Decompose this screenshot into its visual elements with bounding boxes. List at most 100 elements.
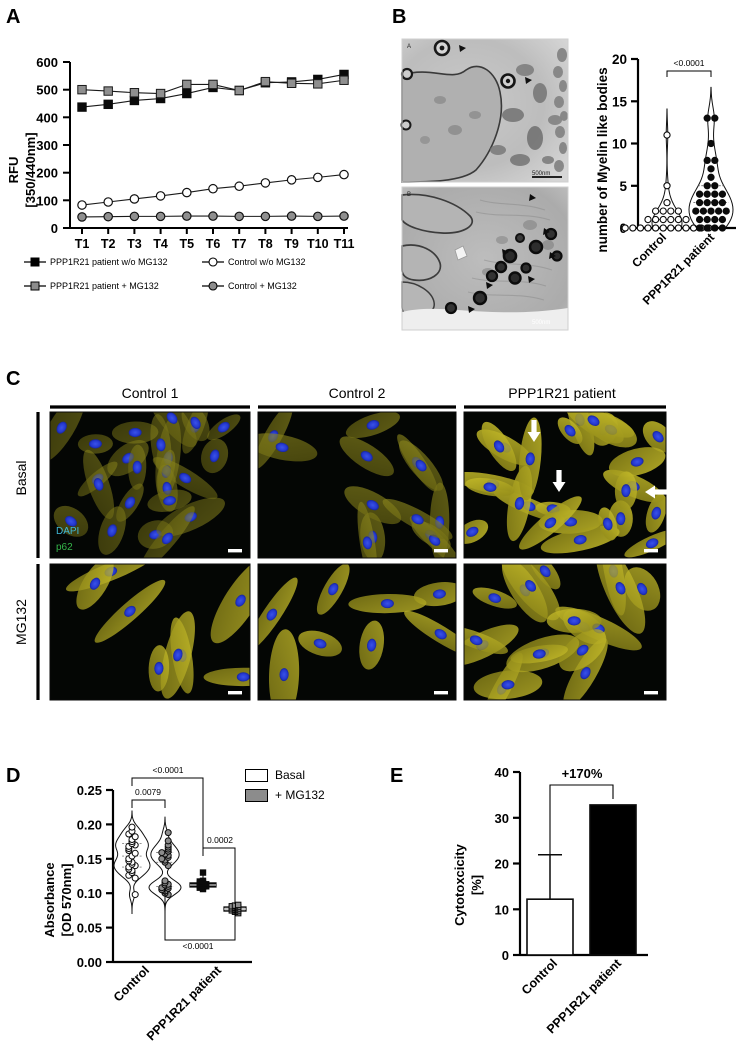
myelin-body xyxy=(400,67,414,81)
data-point xyxy=(711,198,719,207)
panel-a-chart: RFU [350/440nm] 600 500 400 300 200 100 xyxy=(6,55,355,251)
em-tag-b: B xyxy=(407,192,411,198)
data-point xyxy=(131,891,139,899)
panel-a-point xyxy=(313,79,323,89)
cell-nucleus xyxy=(525,580,537,592)
panel-a-series-1 xyxy=(77,75,349,99)
data-point xyxy=(131,849,139,857)
data-point xyxy=(164,829,172,837)
data-point xyxy=(651,207,660,215)
legend-marker-open-circle xyxy=(202,257,224,267)
cell-nucleus xyxy=(275,442,289,453)
data-point xyxy=(718,215,727,224)
data-point xyxy=(651,224,660,232)
legend-label-1: Control w/o MG132 xyxy=(228,257,306,267)
channel-label-p62: p62 xyxy=(56,542,73,553)
panel-e-bar-1 xyxy=(589,804,637,956)
panel-c-row-label-0: Basal xyxy=(13,460,29,495)
panel-b-significance: <0.0001 xyxy=(666,58,712,77)
cell-nucleus xyxy=(544,517,557,529)
panel-a-xtick-4: T5 xyxy=(180,237,195,251)
panel-d-legend-label-1: + MG132 xyxy=(275,788,325,802)
cell-nucleus xyxy=(190,416,201,429)
data-point xyxy=(659,215,667,224)
cell-nucleus xyxy=(179,472,192,484)
ytick-100: 100 xyxy=(36,193,58,208)
e-ytick-20: 20 xyxy=(495,857,509,872)
panel-a-point xyxy=(286,211,297,221)
panel-a-xtick-10: T11 xyxy=(334,237,355,251)
cell-nucleus xyxy=(630,457,644,467)
panel-d-yticks: 0.25 0.20 0.15 0.10 0.05 0.00 xyxy=(77,783,113,970)
scale-bar xyxy=(228,549,242,553)
panel-b-yticks: 20 15 10 5 0 xyxy=(612,52,638,236)
panel-c-micrograph-r1-c1 xyxy=(257,563,457,701)
panel-letter-c: C xyxy=(6,368,21,390)
data-point xyxy=(644,215,652,224)
panel-d-legend-label-0: Basal xyxy=(275,768,306,782)
cell-nucleus xyxy=(432,589,446,599)
myelin-body xyxy=(500,73,516,89)
panel-b: A 500nm xyxy=(380,20,749,331)
data-point xyxy=(711,114,719,122)
scale-bar xyxy=(228,691,242,695)
data-point xyxy=(674,215,683,224)
data-point xyxy=(659,207,667,215)
cell-nucleus xyxy=(366,420,380,430)
white-arrow-icon xyxy=(645,485,667,499)
panel-a-point xyxy=(77,102,87,112)
data-point xyxy=(703,215,711,224)
scale-bar xyxy=(434,691,448,695)
data-point xyxy=(718,198,727,207)
ytick-200: 200 xyxy=(36,166,58,181)
data-point xyxy=(651,215,660,224)
cell-nucleus xyxy=(124,605,136,617)
panel-d-sig-bottom: <0.0001 xyxy=(164,889,236,951)
cell-nucleus xyxy=(366,500,379,511)
panel-a-point xyxy=(286,78,297,89)
panel-c-col-header-1: Control 2 xyxy=(329,385,386,401)
panel-a-xtick-2: T3 xyxy=(127,237,142,251)
panel-a-point xyxy=(129,194,140,204)
panel-a-point xyxy=(260,76,271,87)
panel-a-point xyxy=(129,95,140,106)
data-point xyxy=(199,877,207,885)
myelin-body xyxy=(400,119,412,131)
panel-a-point xyxy=(182,79,192,90)
panel-a-point xyxy=(77,200,87,210)
data-point xyxy=(711,215,719,224)
cell-nucleus xyxy=(128,427,142,438)
cell-nucleus xyxy=(501,680,515,690)
cell-nucleus xyxy=(411,514,424,525)
legend-label-3: Control + MG132 xyxy=(228,281,297,291)
b-ytick-20: 20 xyxy=(612,52,627,67)
panel-d-xlabel-0: Control xyxy=(111,963,152,1004)
panel-d-legend-item-1: + MG132 xyxy=(245,788,325,802)
cell-nucleus xyxy=(156,438,166,452)
panel-d-xlabel-1: PPP1R21 patient xyxy=(144,963,225,1044)
panel-e-bar-0 xyxy=(526,854,574,956)
white-arrow-icon xyxy=(527,420,541,442)
cell-nucleus xyxy=(124,496,136,509)
data-point xyxy=(703,182,711,190)
data-point xyxy=(128,823,136,831)
cell-nucleus xyxy=(532,649,546,659)
panel-letter-d: D xyxy=(6,765,21,787)
panel-a-xtick-1: T2 xyxy=(101,237,116,251)
cell-nucleus xyxy=(366,638,377,652)
panel-c-row-label-1: MG132 xyxy=(13,599,29,645)
panel-b-violin-patient xyxy=(688,86,734,232)
data-point xyxy=(711,182,719,190)
legend-marker-filled-square-gray xyxy=(24,281,46,291)
legend-item-0: PPP1R21 patient w/o MG132 xyxy=(24,256,202,268)
data-point xyxy=(131,874,139,882)
panel-d-legend: Basal + MG132 xyxy=(245,768,325,802)
panel-a-point xyxy=(182,88,192,99)
data-point xyxy=(695,198,704,207)
data-point xyxy=(235,901,242,909)
cell-nucleus xyxy=(162,532,173,545)
panel-a-point xyxy=(234,211,244,222)
panel-c-micrograph-r1-c0 xyxy=(49,563,251,701)
panel-b-content: A 500nm xyxy=(400,38,736,331)
panel-a-point xyxy=(208,183,218,194)
